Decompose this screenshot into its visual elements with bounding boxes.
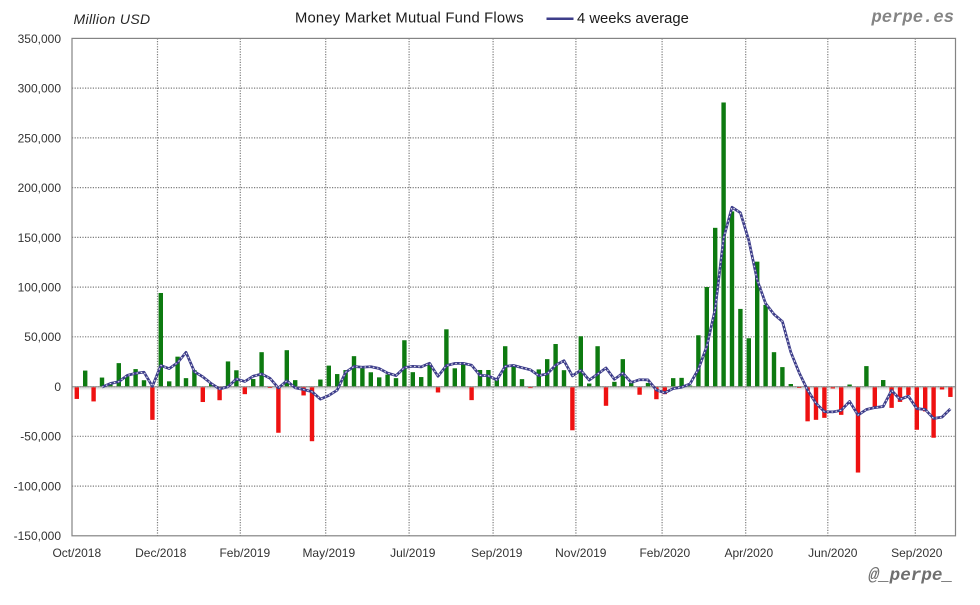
svg-text:perpe.es: perpe.es — [870, 9, 954, 28]
svg-text:-150,000: -150,000 — [14, 529, 62, 543]
svg-text:Dec/2018: Dec/2018 — [135, 546, 187, 560]
svg-text:Jul/2019: Jul/2019 — [390, 546, 436, 560]
svg-text:Feb/2020: Feb/2020 — [639, 546, 690, 560]
svg-text:4 weeks average: 4 weeks average — [577, 11, 689, 27]
svg-text:@_perpe_: @_perpe_ — [869, 566, 953, 586]
svg-text:Feb/2019: Feb/2019 — [219, 546, 270, 560]
svg-text:250,000: 250,000 — [18, 131, 62, 145]
svg-text:Jun/2020: Jun/2020 — [808, 546, 858, 560]
svg-text:Nov/2019: Nov/2019 — [555, 546, 607, 560]
svg-text:-100,000: -100,000 — [14, 480, 62, 494]
svg-text:Money Market Mutual Fund Flows: Money Market Mutual Fund Flows — [295, 10, 524, 26]
svg-text:May/2019: May/2019 — [302, 546, 355, 560]
svg-text:300,000: 300,000 — [18, 82, 62, 96]
svg-text:0: 0 — [54, 380, 61, 394]
svg-text:Apr/2020: Apr/2020 — [724, 546, 773, 560]
svg-text:Million USD: Million USD — [74, 11, 151, 27]
svg-text:Sep/2020: Sep/2020 — [891, 546, 943, 560]
svg-text:350,000: 350,000 — [18, 32, 62, 46]
svg-text:-50,000: -50,000 — [20, 430, 61, 444]
svg-text:100,000: 100,000 — [18, 281, 62, 295]
svg-text:Oct/2018: Oct/2018 — [52, 546, 101, 560]
svg-text:150,000: 150,000 — [18, 231, 62, 245]
svg-text:200,000: 200,000 — [18, 181, 62, 195]
svg-text:Sep/2019: Sep/2019 — [471, 546, 523, 560]
svg-text:50,000: 50,000 — [24, 330, 61, 344]
